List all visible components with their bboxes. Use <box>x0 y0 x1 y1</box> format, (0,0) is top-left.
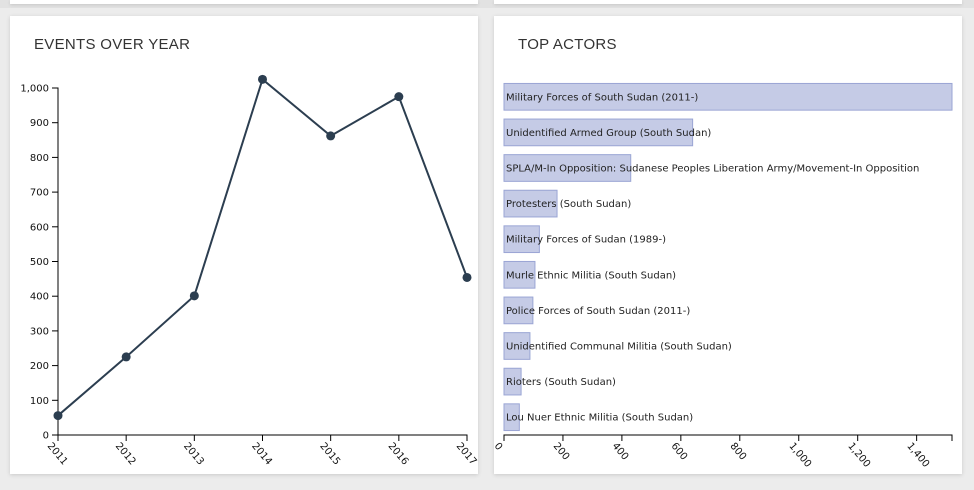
x-tick: 1,200 <box>845 435 872 470</box>
x-tick-label: 400 <box>610 441 631 463</box>
top-actors-card: TOP ACTORS Military Forces of South Suda… <box>492 16 962 474</box>
y-tick: 1,000 <box>20 84 58 95</box>
actor-bar-label: Unidentified Armed Group (South Sudan) <box>506 128 711 139</box>
y-tick: 100 <box>30 396 58 407</box>
actor-bar <box>503 296 534 325</box>
x-tick-label: 2017 <box>454 441 479 468</box>
actor-bar <box>503 118 694 147</box>
x-tick: 2015 <box>317 435 342 467</box>
events-line-chart: 0 100 200 300 400 500 600 700 800 900 1,000 2011 201… <box>20 74 479 468</box>
y-tick: 0 <box>43 431 58 442</box>
x-axis-line <box>503 434 953 441</box>
x-tick: 2016 <box>386 435 411 468</box>
y-tick: 800 <box>30 153 58 164</box>
y-tick: 300 <box>30 326 58 337</box>
x-tick-label: 1,400 <box>904 441 931 470</box>
y-tick: 600 <box>30 222 58 233</box>
actor-bar <box>503 332 531 360</box>
x-tick: 600 <box>669 435 690 463</box>
y-tick: 500 <box>30 257 58 268</box>
x-tick: 2013 <box>181 435 206 467</box>
y-tick-label: 900 <box>30 118 49 129</box>
actor-bar <box>503 367 522 396</box>
y-tick-label: 300 <box>30 326 49 337</box>
actor-bar <box>503 260 536 289</box>
top-strip <box>0 0 974 8</box>
y-tick-label: 700 <box>30 188 49 199</box>
actor-bar <box>503 82 953 111</box>
y-tick-label: 600 <box>30 222 49 233</box>
events-data-point <box>189 291 199 301</box>
actor-bar-label: SPLA/M-In Opposition: Sudanese Peoples L… <box>506 164 919 175</box>
actor-bar-label: Military Forces of Sudan (1989-) <box>506 235 666 246</box>
x-tick: 1,400 <box>904 435 931 470</box>
actor-bar-label: Protesters (South Sudan) <box>506 199 631 210</box>
events-over-year-title: EVENTS OVER YEAR <box>34 36 191 53</box>
y-tick-label: 0 <box>43 431 49 442</box>
y-tick: 200 <box>30 361 58 372</box>
top-actors-bar-chart: Military Forces of South Sudan (2011-) Un… <box>492 82 953 470</box>
x-tick-label: 600 <box>669 441 690 463</box>
actor-bar <box>503 225 540 254</box>
x-tick-label: 2014 <box>249 441 274 468</box>
x-tick: 2012 <box>113 435 138 467</box>
events-series-line <box>57 77 468 417</box>
actor-bar-label: Lou Nuer Ethnic Militia (South Sudan) <box>506 413 693 424</box>
events-data-point <box>462 272 472 282</box>
y-tick-label: 200 <box>30 361 49 372</box>
x-tick: 2017 <box>454 435 479 468</box>
x-tick-label: 2011 <box>45 441 70 468</box>
actor-bar-label: Unidentified Communal Militia (South Sud… <box>506 342 732 353</box>
y-tick-label: 400 <box>30 292 49 303</box>
y-tick: 400 <box>30 292 58 303</box>
actor-bar-label: Rioters (South Sudan) <box>506 377 616 388</box>
x-tick: 0 <box>492 435 505 453</box>
x-tick-label: 0 <box>492 441 505 453</box>
y-tick-label: 800 <box>30 153 49 164</box>
actor-bar-label: Police Forces of South Sudan (2011-) <box>506 306 690 317</box>
x-tick-label: 2015 <box>317 441 342 468</box>
events-data-point <box>394 92 404 102</box>
y-tick-label: 1,000 <box>20 84 49 95</box>
actor-bar-label: Military Forces of South Sudan (2011-) <box>506 92 698 103</box>
actor-bar-label: Murle Ethnic Militia (South Sudan) <box>506 270 676 281</box>
x-tick-label: 2013 <box>181 441 206 468</box>
x-tick: 1,000 <box>786 435 813 470</box>
y-tick: 700 <box>30 188 58 199</box>
x-tick: 2014 <box>249 435 274 467</box>
events-data-point <box>121 352 131 362</box>
y-tick-label: 100 <box>30 396 49 407</box>
x-tick: 400 <box>610 435 631 463</box>
actor-bar <box>503 154 632 182</box>
x-tick: 800 <box>727 435 748 463</box>
previous-card-edge-right <box>494 0 962 4</box>
x-tick-label: 2012 <box>113 441 138 468</box>
x-tick-label: 200 <box>551 441 572 463</box>
x-tick-label: 1,000 <box>786 441 813 470</box>
x-tick-label: 1,200 <box>845 441 872 470</box>
events-data-point <box>258 74 267 84</box>
actor-bar <box>503 403 520 432</box>
x-tick-label: 2016 <box>386 441 411 468</box>
previous-card-edge-left <box>10 0 478 4</box>
y-tick: 900 <box>30 118 58 129</box>
x-tick: 200 <box>551 435 572 463</box>
y-tick-label: 500 <box>30 257 49 268</box>
events-data-point <box>53 411 63 421</box>
actor-bar <box>503 189 558 218</box>
events-data-point <box>326 131 336 141</box>
top-actors-title: TOP ACTORS <box>518 36 617 53</box>
x-tick-label: 800 <box>727 441 748 463</box>
events-over-year-card: EVENTS OVER YEAR 0 100 200 300 400 500 600 700 8… <box>10 16 478 474</box>
